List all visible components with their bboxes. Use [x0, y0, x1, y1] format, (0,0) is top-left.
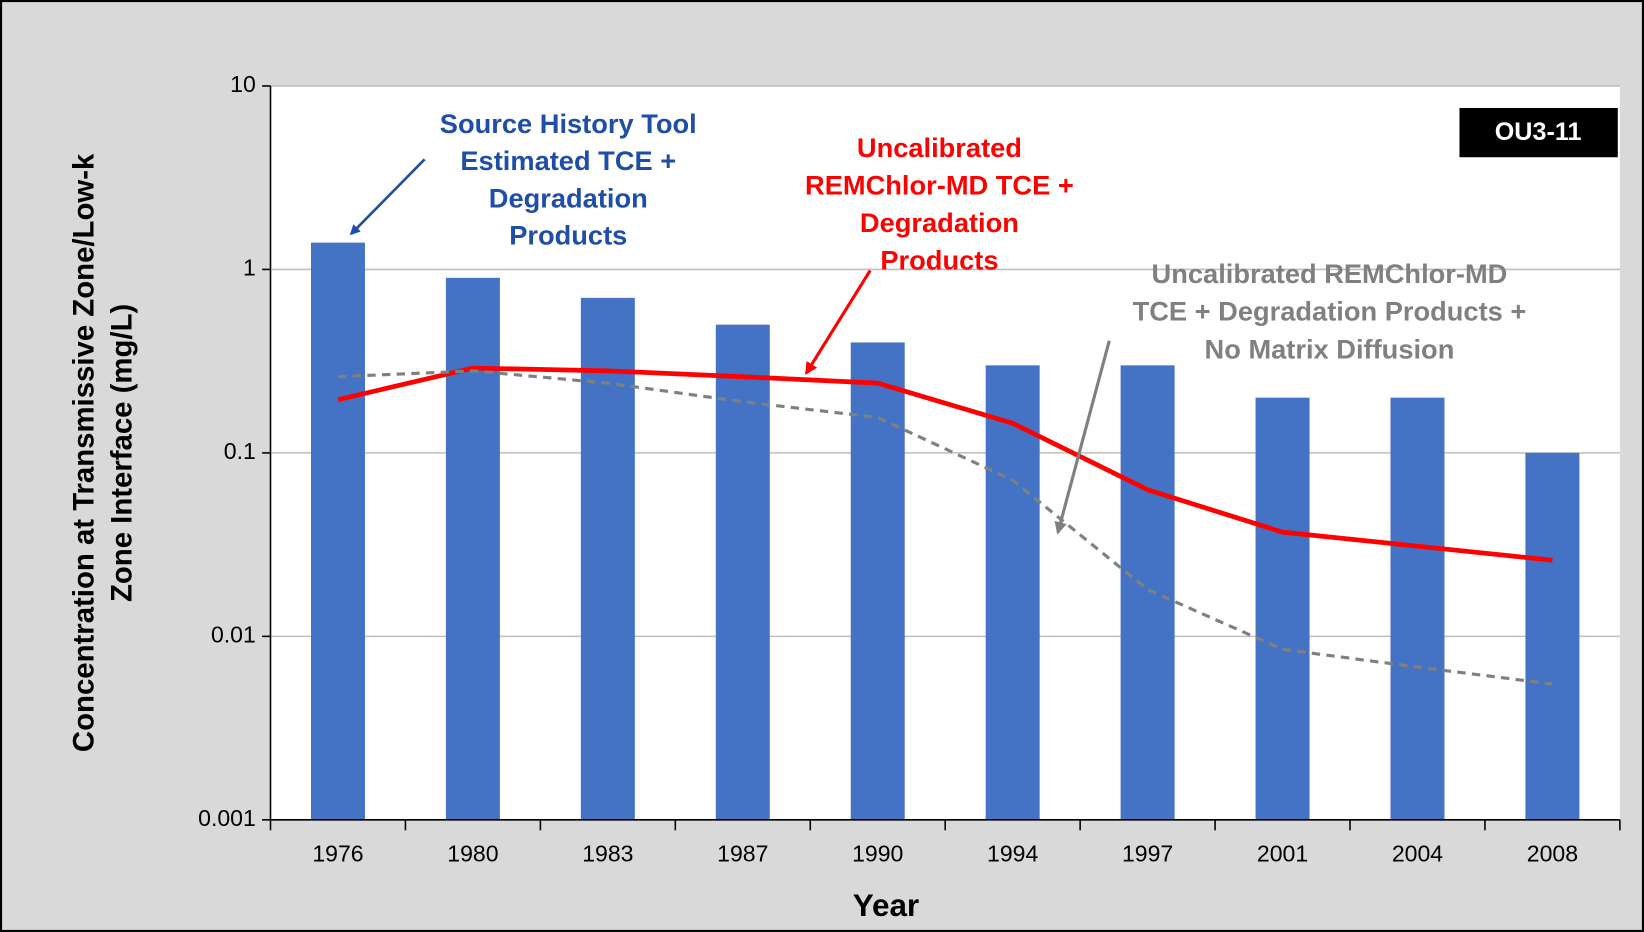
annotation: Products [509, 220, 627, 251]
annotation: TCE + Degradation Products + [1133, 296, 1527, 327]
bar [1525, 452, 1580, 820]
bar [1120, 365, 1175, 820]
annotation: No Matrix Diffusion [1205, 333, 1455, 364]
bar [445, 277, 500, 820]
x-axis-label: Year [853, 888, 919, 923]
arrow [349, 158, 426, 236]
bar [1390, 397, 1445, 820]
annotation: Estimated TCE + [460, 145, 676, 176]
arrow [804, 269, 872, 375]
x-tick-label: 1990 [852, 841, 903, 867]
annotation: Uncalibrated [857, 132, 1022, 163]
bar [310, 242, 365, 820]
y-tick-label: 0.001 [198, 805, 256, 831]
y-tick-label: 0.1 [224, 438, 256, 464]
bar [850, 342, 905, 820]
bar [1255, 397, 1310, 820]
x-tick-label: 2001 [1257, 841, 1308, 867]
annotation: Products [880, 244, 998, 275]
line [337, 369, 1553, 686]
x-tick-label: 1976 [312, 841, 363, 867]
y-axis-label: Concentration at Transmissive Zone/Low-k [68, 153, 101, 752]
badge: OU3-11 [1495, 118, 1582, 146]
annotation: Degradation [489, 182, 648, 213]
annotation: Degradation [860, 207, 1019, 238]
y-tick-label: 0.01 [211, 621, 256, 647]
x-tick-label: 1980 [447, 841, 498, 867]
x-tick-label: 2004 [1392, 841, 1443, 867]
bar [985, 365, 1040, 820]
annotation: Source History Tool [440, 108, 697, 139]
x-tick-label: 2008 [1527, 841, 1578, 867]
y-tick-label: 10 [230, 71, 256, 97]
y-tick-label: 1 [243, 255, 256, 281]
x-tick-label: 1983 [582, 841, 633, 867]
x-tick-label: 1987 [717, 841, 768, 867]
annotation: REMChlor-MD TCE + [805, 170, 1074, 201]
bar [715, 324, 770, 820]
annotation: Uncalibrated REMChlor-MD [1152, 258, 1508, 289]
badge-box [1459, 107, 1618, 158]
x-tick-label: 1994 [987, 841, 1038, 867]
arrow [1054, 340, 1111, 535]
line [337, 365, 1553, 563]
x-tick-label: 1997 [1122, 841, 1173, 867]
y-axis-label: Zone Interface (mg/L) [105, 304, 138, 602]
bar [580, 297, 635, 820]
